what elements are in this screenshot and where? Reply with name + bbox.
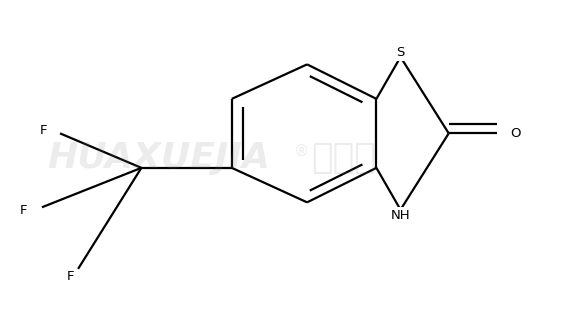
Text: 化学加: 化学加: [311, 141, 376, 175]
Text: F: F: [67, 270, 74, 283]
Text: NH: NH: [391, 209, 410, 222]
Text: O: O: [510, 127, 520, 140]
Text: F: F: [20, 204, 28, 217]
Text: ®: ®: [294, 144, 310, 159]
Text: S: S: [396, 46, 405, 58]
Text: F: F: [40, 125, 48, 137]
Text: HUAXUEJIA: HUAXUEJIA: [48, 141, 271, 175]
